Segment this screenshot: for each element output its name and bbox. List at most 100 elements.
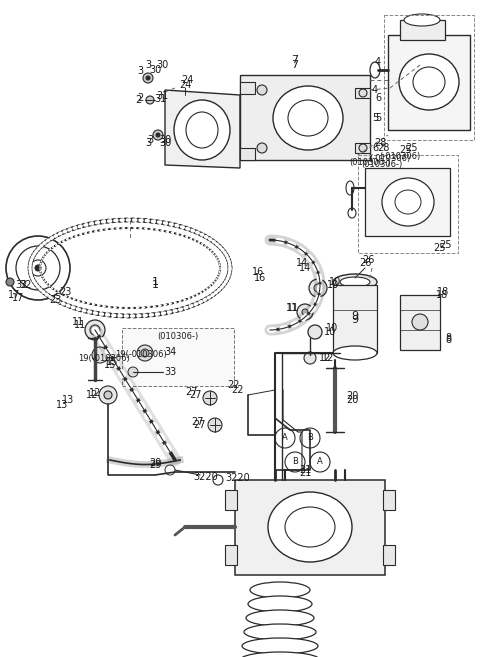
Bar bbox=[355, 88, 370, 98]
Text: 27: 27 bbox=[194, 420, 206, 430]
Text: 17: 17 bbox=[12, 293, 24, 303]
Text: 12: 12 bbox=[319, 353, 331, 363]
Bar bbox=[383, 545, 395, 565]
Text: 3: 3 bbox=[147, 135, 153, 145]
Text: 1: 1 bbox=[152, 280, 158, 290]
Text: 26: 26 bbox=[359, 258, 371, 268]
Text: 32: 32 bbox=[19, 280, 31, 290]
Text: 3: 3 bbox=[145, 60, 151, 70]
Ellipse shape bbox=[370, 62, 380, 78]
Circle shape bbox=[314, 284, 322, 292]
Text: (010306-): (010306-) bbox=[361, 160, 403, 168]
Text: 30: 30 bbox=[159, 138, 171, 148]
Text: 2: 2 bbox=[135, 95, 141, 105]
Text: (-010306): (-010306) bbox=[370, 154, 410, 162]
Bar bbox=[240, 82, 255, 94]
Text: 12: 12 bbox=[86, 390, 98, 400]
Circle shape bbox=[156, 133, 160, 137]
Text: A: A bbox=[282, 434, 288, 443]
Text: 27: 27 bbox=[191, 417, 203, 427]
Circle shape bbox=[203, 391, 217, 405]
Circle shape bbox=[141, 349, 149, 357]
Circle shape bbox=[137, 345, 153, 361]
Text: 18: 18 bbox=[436, 290, 448, 300]
Text: 7: 7 bbox=[291, 60, 299, 70]
Text: 13: 13 bbox=[56, 400, 68, 410]
Bar bbox=[383, 490, 395, 510]
Text: 12: 12 bbox=[322, 353, 334, 363]
Text: 14: 14 bbox=[296, 258, 308, 268]
Ellipse shape bbox=[404, 14, 440, 26]
Text: 3: 3 bbox=[137, 66, 143, 76]
Text: 10: 10 bbox=[329, 277, 341, 287]
Text: 32: 32 bbox=[16, 280, 28, 290]
Text: 5: 5 bbox=[375, 113, 381, 123]
Text: 30: 30 bbox=[149, 65, 161, 75]
Text: 31: 31 bbox=[156, 91, 168, 101]
Circle shape bbox=[412, 314, 428, 330]
Text: 23: 23 bbox=[59, 287, 71, 297]
Circle shape bbox=[6, 236, 70, 300]
Circle shape bbox=[92, 347, 108, 363]
Bar bbox=[225, 490, 237, 510]
Ellipse shape bbox=[248, 596, 312, 612]
Text: 30: 30 bbox=[156, 60, 168, 70]
Circle shape bbox=[359, 144, 367, 152]
Text: B: B bbox=[292, 457, 298, 466]
Text: 8: 8 bbox=[445, 333, 451, 343]
Text: 10: 10 bbox=[327, 280, 339, 290]
Text: 15: 15 bbox=[104, 360, 116, 370]
Ellipse shape bbox=[246, 610, 314, 626]
Text: 25: 25 bbox=[434, 243, 446, 253]
Ellipse shape bbox=[348, 208, 356, 218]
Text: 5: 5 bbox=[372, 113, 378, 123]
Ellipse shape bbox=[346, 181, 354, 195]
Text: 3220: 3220 bbox=[193, 472, 218, 482]
Text: 1: 1 bbox=[152, 277, 158, 287]
Circle shape bbox=[146, 96, 154, 104]
Text: 9: 9 bbox=[351, 315, 359, 325]
Ellipse shape bbox=[285, 507, 335, 547]
Circle shape bbox=[104, 391, 112, 399]
Text: 25: 25 bbox=[406, 143, 418, 153]
Text: 4: 4 bbox=[372, 85, 378, 95]
Text: 7: 7 bbox=[291, 55, 299, 65]
Ellipse shape bbox=[333, 346, 377, 360]
Ellipse shape bbox=[399, 54, 459, 110]
Ellipse shape bbox=[174, 100, 230, 160]
Bar bbox=[240, 75, 370, 160]
Text: 20: 20 bbox=[346, 395, 358, 405]
Polygon shape bbox=[165, 90, 240, 168]
Bar bbox=[400, 295, 440, 350]
Text: 4: 4 bbox=[375, 57, 381, 67]
Bar bbox=[388, 35, 470, 130]
Circle shape bbox=[310, 452, 330, 472]
Text: 11: 11 bbox=[287, 303, 299, 313]
Text: 18: 18 bbox=[437, 287, 449, 297]
Ellipse shape bbox=[333, 274, 377, 290]
Text: 10: 10 bbox=[326, 323, 338, 333]
Text: 19(-010306): 19(-010306) bbox=[78, 353, 130, 363]
Circle shape bbox=[6, 278, 14, 286]
Ellipse shape bbox=[186, 112, 218, 148]
Text: 11: 11 bbox=[72, 317, 84, 327]
Text: 24: 24 bbox=[179, 80, 191, 90]
Ellipse shape bbox=[273, 86, 343, 150]
Ellipse shape bbox=[395, 190, 421, 214]
Circle shape bbox=[359, 89, 367, 97]
Circle shape bbox=[208, 418, 222, 432]
Ellipse shape bbox=[340, 277, 370, 287]
Bar bbox=[358, 155, 458, 253]
Text: 25: 25 bbox=[439, 240, 451, 250]
Text: 24: 24 bbox=[181, 75, 193, 85]
Text: 21: 21 bbox=[299, 468, 311, 478]
Ellipse shape bbox=[268, 492, 352, 562]
Bar bbox=[400, 20, 445, 40]
Text: 25: 25 bbox=[399, 145, 411, 155]
Text: 33: 33 bbox=[164, 367, 176, 377]
Text: 34: 34 bbox=[164, 347, 176, 357]
Bar bbox=[333, 285, 377, 353]
Circle shape bbox=[300, 428, 320, 448]
Circle shape bbox=[85, 320, 105, 340]
Ellipse shape bbox=[413, 67, 445, 97]
